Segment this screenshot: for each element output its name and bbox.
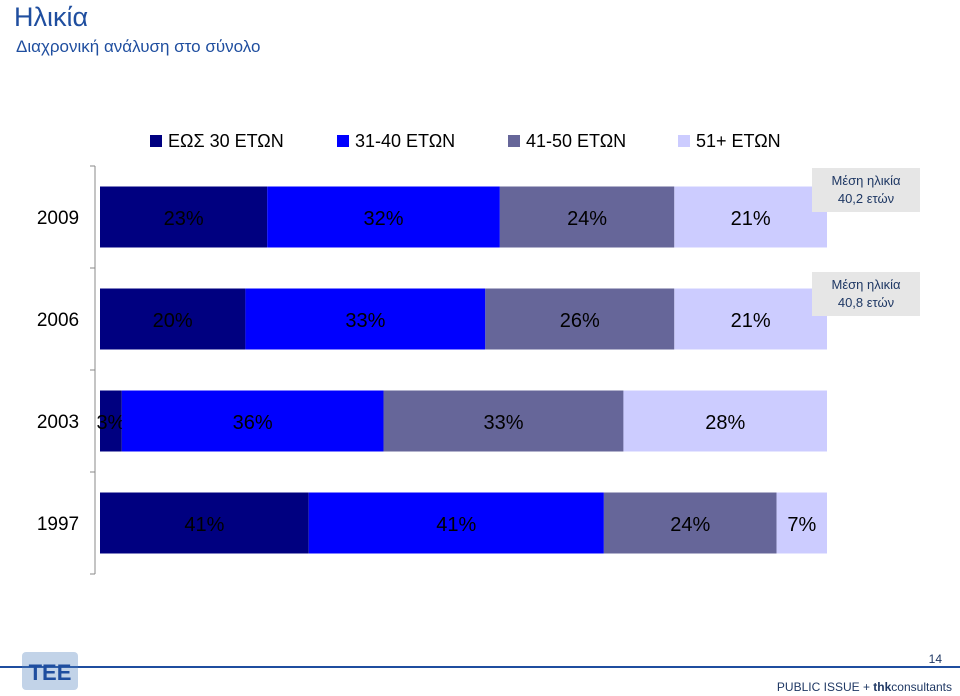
data-label-2003-1: 36% xyxy=(233,412,273,434)
category-label-2009: 2009 xyxy=(37,208,79,229)
legend-item-51-plus: 51+ ΕΤΩΝ xyxy=(678,126,781,156)
stacked-bar-chart: 2009 23% 32% 24% 21% 2006 20% 33% 26% 21% 2003 3% 36… xyxy=(37,165,827,575)
legend-label: 41-50 ΕΤΩΝ xyxy=(526,130,627,151)
mean-age-note-2009: Μέση ηλικία 40,2 ετών xyxy=(812,168,920,212)
credit-bold: thk xyxy=(873,680,892,694)
bar-segment-1997-3 xyxy=(776,492,827,554)
bar-segment-1997-0 xyxy=(100,492,309,554)
bar-segment-2003-3 xyxy=(623,390,827,452)
data-label-2006-1: 33% xyxy=(345,310,385,332)
bar-segment-2003-1 xyxy=(121,390,384,452)
legend-swatch xyxy=(678,135,690,147)
bar-segment-1997-2 xyxy=(603,492,777,554)
mean-age-label: Μέση ηλικία xyxy=(831,277,901,292)
data-label-2009-3: 21% xyxy=(731,208,771,230)
data-label-2009-2: 24% xyxy=(567,208,607,230)
data-label-1997-2: 24% xyxy=(670,514,710,536)
page-number: 14 xyxy=(928,652,942,666)
bar-segment-2009-2 xyxy=(499,186,675,248)
data-label-1997-1: 41% xyxy=(436,514,476,536)
data-label-2006-0: 20% xyxy=(153,310,193,332)
data-label-2006-3: 21% xyxy=(731,310,771,332)
legend-label: 31-40 ΕΤΩΝ xyxy=(355,130,456,151)
bar-segment-2009-0 xyxy=(100,186,268,248)
page-title: Ηλικία xyxy=(14,2,89,32)
bar-segment-2009-1 xyxy=(267,186,500,248)
data-label-2003-3: 28% xyxy=(705,412,745,434)
chart-legend: ΕΩΣ 30 ΕΤΩΝ 31-40 ΕΤΩΝ 41-50 ΕΤΩΝ 51+ ΕΤ… xyxy=(0,126,960,156)
data-label-2009-0: 23% xyxy=(164,208,204,230)
category-label-2006: 2006 xyxy=(37,310,79,331)
category-label-2003: 2003 xyxy=(37,412,79,433)
credit-prefix: PUBLIC ISSUE + xyxy=(776,680,874,694)
data-label-2009-1: 32% xyxy=(364,208,404,230)
legend-label: 51+ ΕΤΩΝ xyxy=(696,130,781,151)
data-label-2003-0: 3% xyxy=(96,412,125,434)
category-label-1997: 1997 xyxy=(37,514,79,535)
data-label-2003-2: 33% xyxy=(483,412,523,434)
mean-age-value: 40,8 ετών xyxy=(837,295,895,310)
bar-segment-2003-0 xyxy=(100,390,122,452)
legend-item-31-40: 31-40 ΕΤΩΝ xyxy=(337,126,455,156)
data-label-1997-0: 41% xyxy=(184,514,224,536)
legend-item-under-30: ΕΩΣ 30 ΕΤΩΝ xyxy=(150,126,284,156)
mean-age-value: 40,2 ετών xyxy=(837,191,895,206)
bar-segment-2006-2 xyxy=(485,288,675,350)
legend-swatch xyxy=(337,135,349,147)
data-label-1997-3: 7% xyxy=(787,514,816,536)
bar-segment-2006-0 xyxy=(100,288,246,350)
bar-segment-2009-3 xyxy=(674,186,827,248)
legend-label: ΕΩΣ 30 ΕΤΩΝ xyxy=(168,130,284,151)
legend-swatch xyxy=(508,135,520,147)
bar-segment-2006-3 xyxy=(674,288,827,350)
footer-credit: PUBLIC ISSUE + thkconsultants xyxy=(777,680,952,694)
legend-swatch xyxy=(150,135,162,147)
credit-suffix: consultants xyxy=(891,680,952,694)
mean-age-note-2006: Μέση ηλικία 40,8 ετών xyxy=(812,272,920,316)
mean-age-label: Μέση ηλικία xyxy=(831,173,901,188)
legend-item-41-50: 41-50 ΕΤΩΝ xyxy=(508,126,626,156)
logo-text: ΤΕΕ xyxy=(29,660,72,685)
tee-logo: ΤΕΕ xyxy=(22,652,78,690)
page-subtitle: Διαχρονική ανάλυση στο σύνολο xyxy=(16,37,261,56)
bar-segment-2006-1 xyxy=(245,288,486,350)
footer-divider xyxy=(0,666,960,668)
data-label-2006-2: 26% xyxy=(560,310,600,332)
bar-segment-2003-2 xyxy=(383,390,624,452)
bar-segment-1997-1 xyxy=(308,492,604,554)
